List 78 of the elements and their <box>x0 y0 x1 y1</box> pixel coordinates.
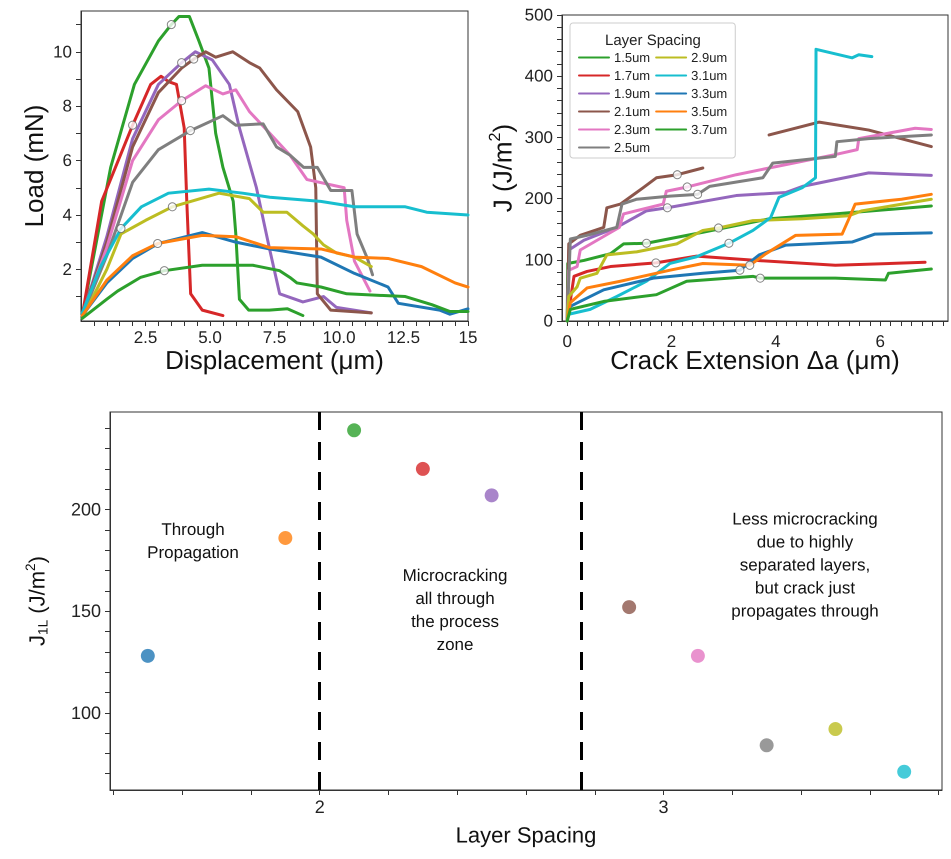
legend-label: 1.9um <box>614 86 650 101</box>
legend-title: Layer Spacing <box>605 32 701 49</box>
point <box>186 126 195 136</box>
point <box>189 54 198 64</box>
line-series <box>80 188 470 314</box>
point <box>278 531 292 545</box>
legend-label: 2.1um <box>614 104 650 119</box>
y-axis-title: J1L (J/m2) <box>23 556 50 646</box>
point <box>153 239 162 248</box>
y-tick-label: 400 <box>524 66 553 86</box>
x-axis-title: Displacement (μm) <box>165 345 384 375</box>
y-axis-title: J (J/m2) <box>486 124 518 212</box>
y-tick-label: 500 <box>524 6 553 24</box>
annotation: Through Propagation <box>147 520 239 562</box>
x-tick-label: 3 <box>658 797 669 817</box>
point <box>756 274 765 283</box>
point <box>347 423 362 438</box>
annotation: Microcracking all through the process zone <box>402 566 508 654</box>
point <box>622 600 636 614</box>
x-tick-label: 7.5 <box>262 328 286 347</box>
legend-label: 3.1um <box>691 68 728 83</box>
point <box>735 266 744 275</box>
x-tick-label: 15 <box>458 328 478 347</box>
x-tick-label: 12.5 <box>386 328 420 347</box>
point <box>166 20 176 30</box>
legend-label: 3.7um <box>691 122 728 137</box>
point <box>714 223 723 232</box>
point <box>690 648 705 663</box>
y-tick-label: 200 <box>524 189 553 208</box>
line-series <box>80 74 224 318</box>
point <box>160 266 169 276</box>
y-axis-title: Load (mN) <box>19 104 49 228</box>
point <box>128 120 138 130</box>
legend-label: 3.5um <box>691 104 728 119</box>
x-tick-label: 5.0 <box>198 328 222 347</box>
legend-label: 2.5um <box>614 140 650 155</box>
point <box>484 488 499 502</box>
y-tick-label: 2 <box>62 260 72 279</box>
point <box>672 170 682 180</box>
y-tick-label: 100 <box>524 250 553 270</box>
legend-label: 2.9um <box>691 50 728 65</box>
y-tick-label: 150 <box>70 601 101 622</box>
y-tick-label: 6 <box>62 151 72 170</box>
point <box>682 182 692 192</box>
x-tick-label: 6 <box>875 332 885 351</box>
point <box>177 58 186 68</box>
y-tick-label: 10 <box>53 42 72 62</box>
point <box>828 722 842 736</box>
point <box>177 96 186 106</box>
x-tick-label: 0 <box>562 332 572 351</box>
legend-label: 3.3um <box>691 86 728 101</box>
point <box>760 738 774 752</box>
point <box>662 203 672 212</box>
annotation: Less microcracking due to highly separated layers, but crack just propagates through <box>731 510 879 620</box>
y-tick-label: 0 <box>544 312 553 330</box>
legend-label: 2.3um <box>614 122 650 137</box>
point <box>745 260 754 270</box>
point <box>651 258 660 268</box>
point <box>140 648 155 663</box>
x-tick-label: 2.5 <box>134 328 158 347</box>
legend-label: 1.7um <box>614 68 650 83</box>
y-tick-label: 4 <box>62 205 72 224</box>
y-tick-label: 100 <box>70 702 101 723</box>
x-tick-label: 10.0 <box>322 328 356 347</box>
x-tick-label: 4 <box>771 332 781 351</box>
point <box>168 202 177 212</box>
point <box>897 764 912 779</box>
point <box>416 462 430 476</box>
point <box>642 238 652 248</box>
x-axis-title: Layer Spacing <box>456 822 596 848</box>
point <box>724 238 734 248</box>
legend-label: 1.5um <box>614 50 650 65</box>
point <box>693 190 702 199</box>
x-tick-label: 2 <box>666 332 676 351</box>
y-tick-label: 8 <box>62 96 72 116</box>
y-tick-label: 200 <box>70 500 101 520</box>
point <box>116 224 126 234</box>
y-tick-label: 300 <box>524 128 553 147</box>
